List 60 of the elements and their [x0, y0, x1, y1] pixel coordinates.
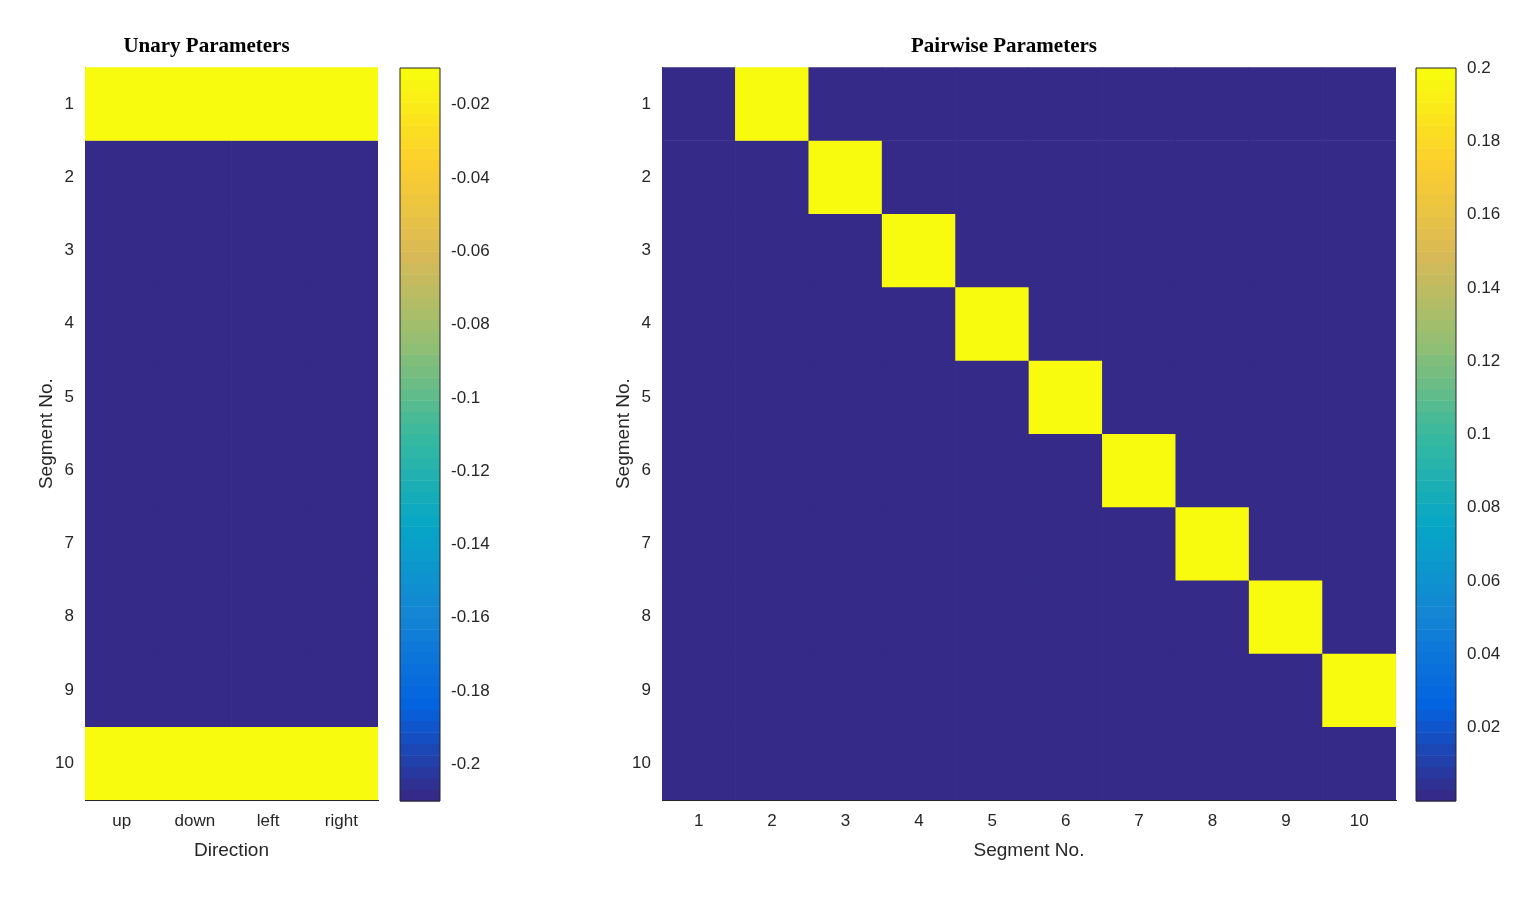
y-tick-label: 2: [64, 166, 74, 186]
y-tick-label: 4: [641, 313, 651, 333]
y-tick-label: 3: [64, 240, 74, 260]
y-tick-label: 10: [55, 753, 74, 773]
color-bar-label: 0.1: [1467, 424, 1491, 444]
color-bar-label: -0.06: [451, 240, 490, 260]
x-tick-label: right: [324, 810, 359, 830]
color-bar-label: 0.06: [1467, 570, 1501, 590]
color-bar-label: 0.18: [1467, 130, 1501, 150]
y-tick-label: 8: [64, 606, 74, 626]
color-bar-label: -0.08: [451, 314, 490, 334]
color-bar-label: -0.14: [451, 534, 490, 554]
color-bar-label: -0.02: [451, 94, 490, 114]
color-bar-label: 0.12: [1467, 350, 1501, 370]
x-tick-label: 10: [1349, 810, 1369, 830]
color-bar-label: 0.14: [1467, 277, 1501, 297]
x-tick-label: down: [174, 810, 216, 830]
chart-title: Unary Parameters: [123, 33, 290, 58]
color-bar-label: -0.12: [451, 460, 490, 480]
x-tick-label: up: [112, 810, 132, 830]
y-tick-label: 2: [641, 166, 651, 186]
x-axis-title: Direction: [194, 838, 269, 860]
x-axis-title: Segment No.: [973, 838, 1085, 860]
color-bar-label: 0.04: [1467, 644, 1501, 664]
y-tick-label: 1: [64, 93, 74, 113]
x-tick-label: 2: [767, 810, 777, 830]
x-tick-label: 8: [1207, 810, 1218, 830]
y-tick-label: 9: [641, 679, 651, 699]
y-tick-label: 5: [64, 386, 74, 406]
color-bar-label: -0.04: [451, 167, 490, 187]
color-bar-label: -0.1: [451, 387, 481, 407]
color-bar-label: 0.16: [1467, 204, 1501, 224]
chart-title: Pairwise Parameters: [911, 33, 1097, 58]
x-tick-label: 7: [1134, 810, 1144, 830]
x-tick-label: 9: [1281, 810, 1291, 830]
y-tick-label: 6: [641, 459, 651, 479]
y-tick-label: 7: [641, 533, 651, 553]
y-axis-title: Segment No.: [611, 378, 633, 490]
color-bar-label: 0.2: [1467, 57, 1491, 77]
color-bar-label: 0.08: [1467, 497, 1501, 517]
x-tick-label: left: [256, 810, 280, 830]
y-tick-label: 5: [641, 386, 651, 406]
y-tick-label: 10: [632, 753, 651, 773]
y-tick-label: 1: [641, 93, 651, 113]
color-bar-label: -0.16: [451, 607, 490, 627]
x-tick-label: 5: [987, 810, 998, 830]
y-tick-label: 4: [64, 313, 74, 333]
x-tick-label: 6: [1060, 810, 1071, 830]
x-tick-label: 4: [914, 810, 924, 830]
x-tick-label: 1: [693, 810, 704, 830]
y-axis-title: Segment No.: [34, 378, 56, 490]
y-tick-label: 8: [641, 606, 651, 626]
color-bar-label: 0.02: [1467, 717, 1501, 737]
color-bar-label: -0.2: [451, 754, 481, 774]
x-tick-label: 3: [840, 810, 851, 830]
y-tick-label: 9: [64, 679, 74, 699]
color-bar-label: -0.18: [451, 680, 490, 700]
y-tick-label: 3: [641, 240, 651, 260]
y-tick-label: 7: [64, 533, 74, 553]
y-tick-label: 6: [64, 459, 74, 479]
